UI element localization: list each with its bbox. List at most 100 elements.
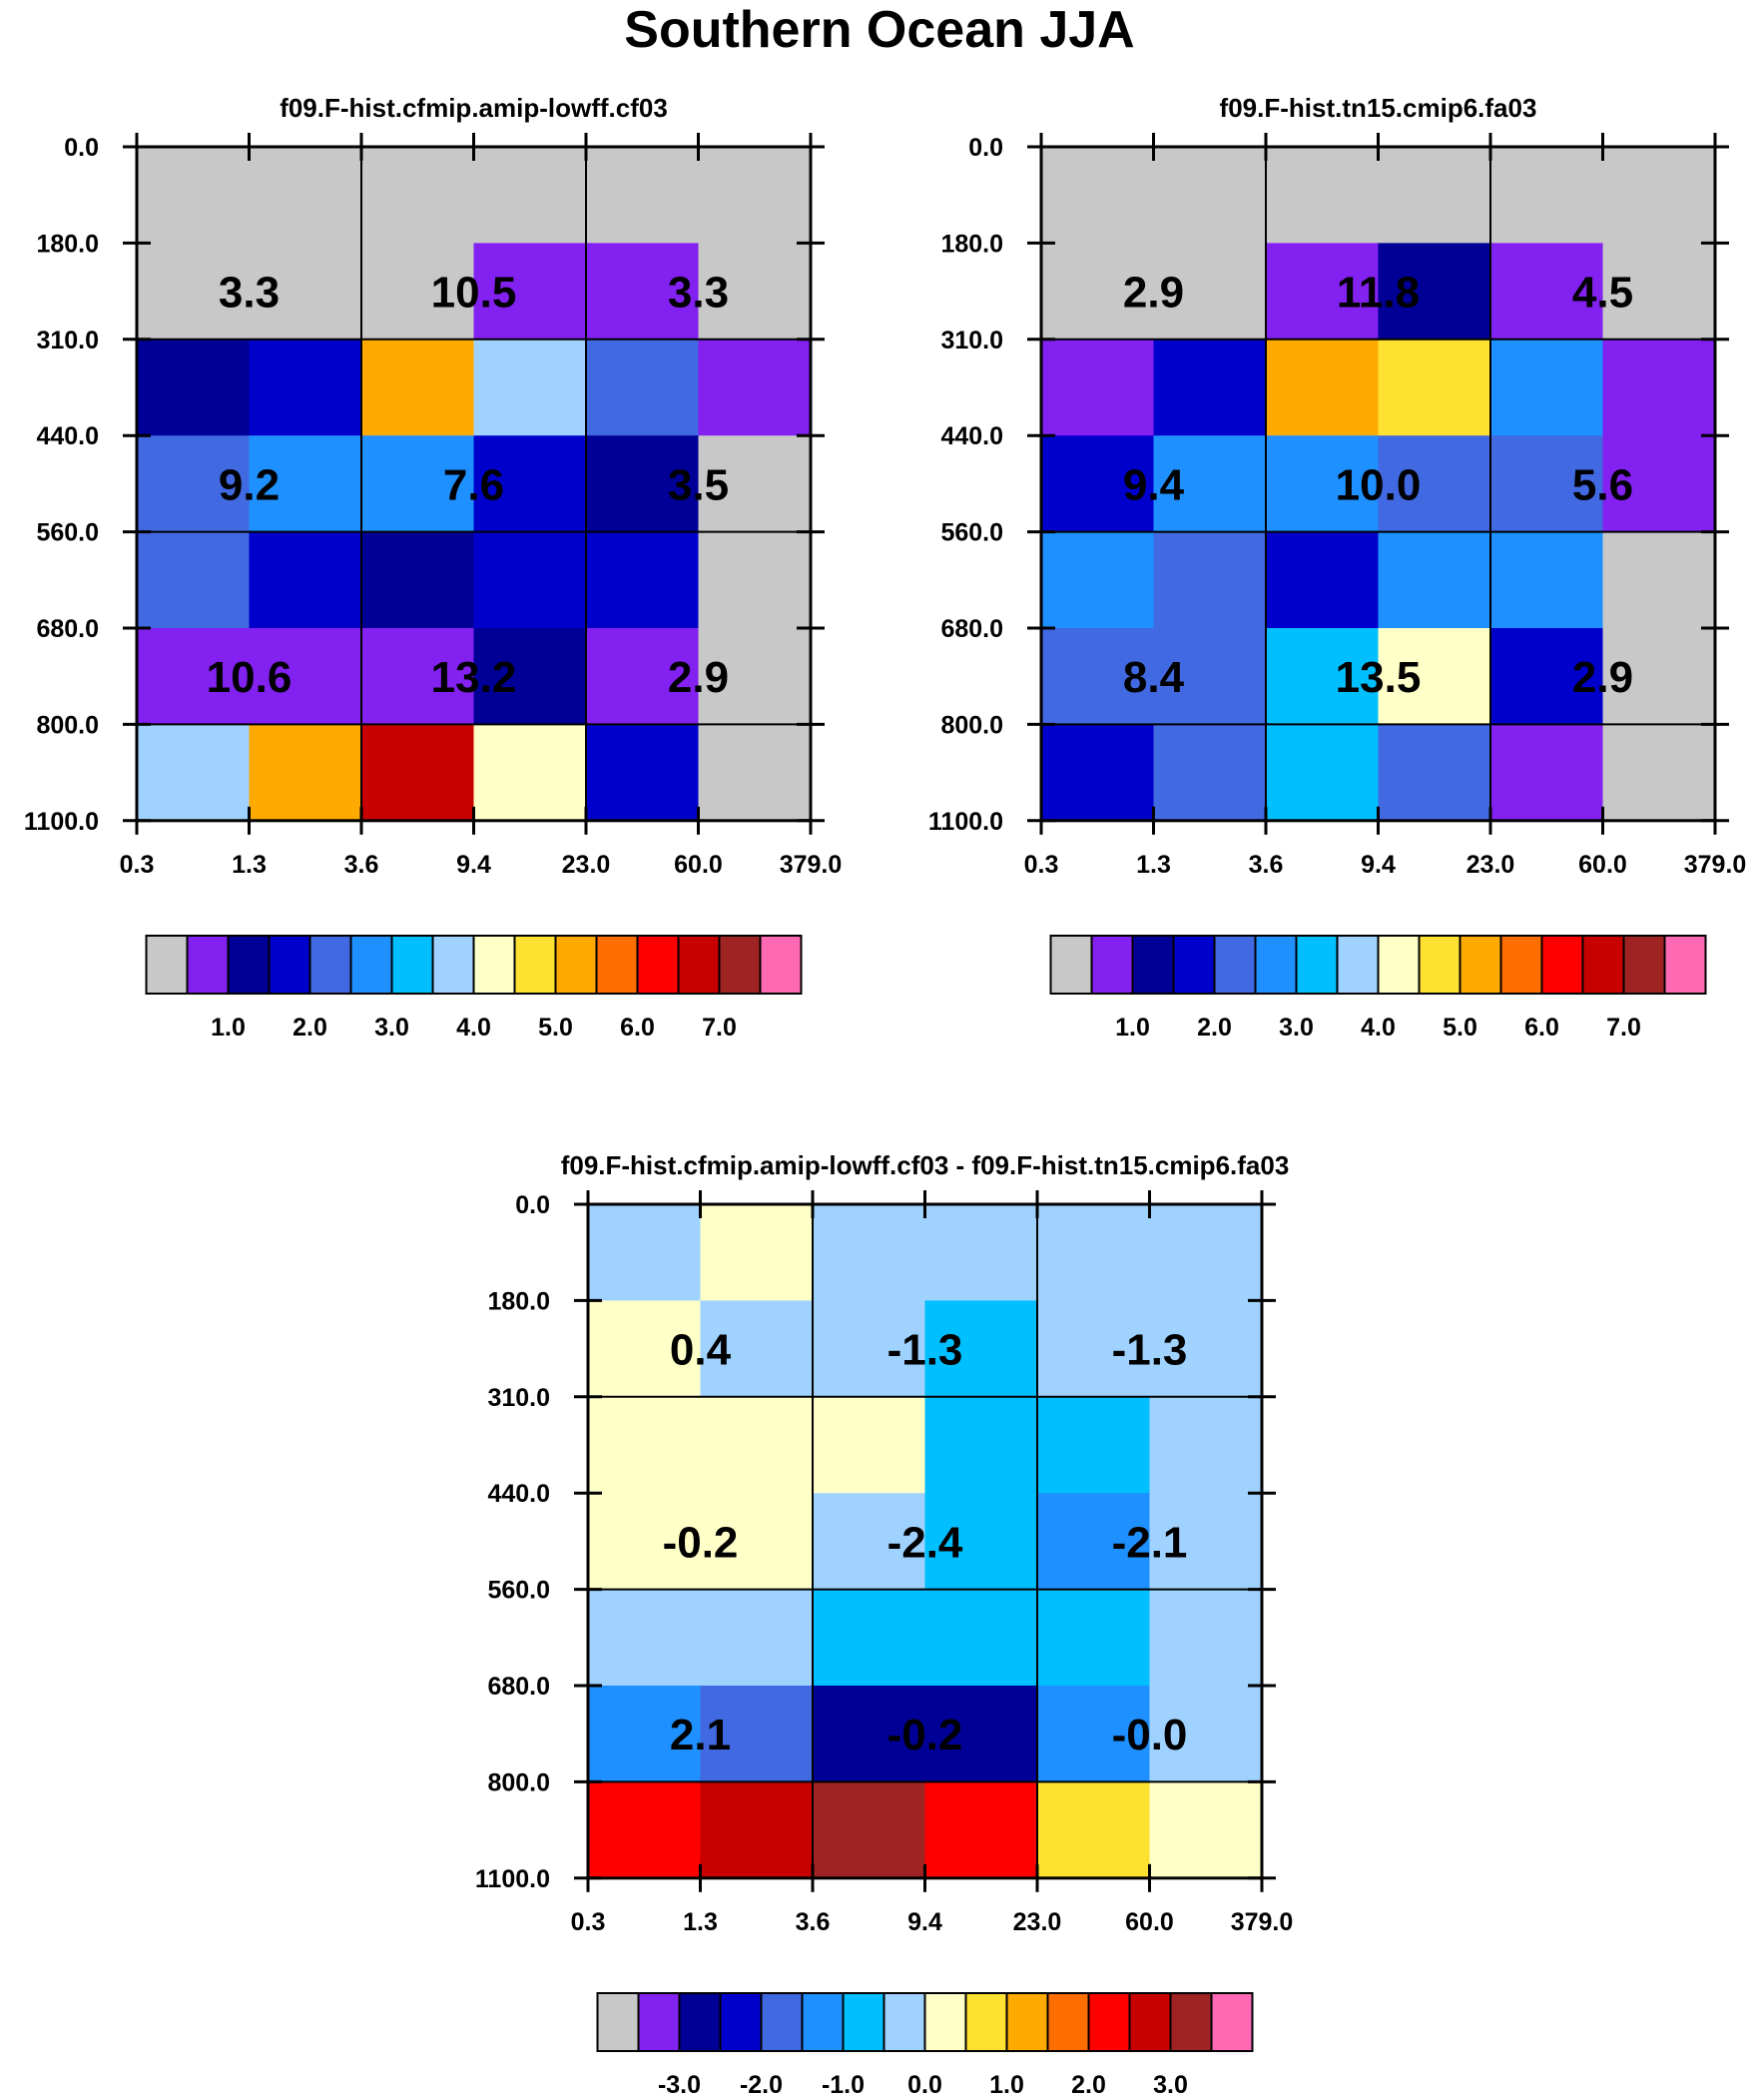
heatmap-cell — [1153, 724, 1267, 822]
panel-difference: f09.F-hist.cfmip.amip-lowff.cf03 - f09.F… — [475, 1150, 1293, 2099]
heatmap-cell — [588, 1781, 702, 1879]
colorbar-label: 4.0 — [1361, 1014, 1396, 1042]
box-value-label: 11.8 — [1337, 269, 1420, 318]
heatmap-cell — [249, 531, 362, 629]
colorbar-label: 6.0 — [1524, 1014, 1559, 1042]
heatmap-cell — [473, 628, 587, 725]
colorbar-swatch — [554, 935, 598, 995]
x-tick-label: 9.4 — [456, 851, 491, 879]
heatmap-cell — [1041, 724, 1155, 822]
heatmap-cell — [588, 1204, 702, 1301]
y-tick-label: 0.0 — [968, 134, 1003, 162]
x-tick-label: 60.0 — [1125, 1908, 1174, 1936]
heatmap-cell — [924, 1781, 1038, 1879]
colorbar-swatch — [964, 1992, 1008, 2052]
heatmap-cell — [813, 1300, 926, 1398]
colorbar-swatch — [1663, 935, 1707, 995]
heatmap-cell — [1149, 1589, 1263, 1687]
colorbar-swatch — [678, 1992, 722, 2052]
box-value-label: 13.5 — [1336, 653, 1422, 702]
heatmap-cell — [249, 435, 362, 533]
panel-top-right: f09.F-hist.tn15.cmip6.fa03 0.0 180.0 310.0 4… — [928, 93, 1746, 1042]
colorbar-swatch — [1210, 1992, 1254, 2052]
y-tick-label: 1100.0 — [24, 808, 99, 836]
heatmap-cell — [1149, 1396, 1263, 1494]
colorbar-label: 2.0 — [1071, 2071, 1106, 2099]
heatmap-cell — [1153, 628, 1267, 725]
box-value-label: 9.4 — [1123, 460, 1185, 509]
heatmap-cell — [1602, 339, 1716, 436]
colorbar-swatch — [472, 935, 516, 995]
heatmap-cell — [1266, 243, 1380, 341]
heatmap-cell — [1041, 147, 1155, 244]
colorbar-label: 1.0 — [211, 1014, 246, 1042]
heatmap-cell — [1266, 339, 1380, 436]
heatmap-cell — [924, 1396, 1038, 1494]
heatmap-cell — [924, 1589, 1038, 1687]
heatmap-cell — [924, 1493, 1038, 1591]
colorbar-swatch — [1295, 935, 1339, 995]
colorbar-swatch — [1254, 935, 1298, 995]
heatmap-cell — [698, 243, 812, 341]
heatmap-cell — [473, 147, 587, 244]
heatmap-cell — [1266, 628, 1380, 725]
box-value-label: 4.5 — [1572, 269, 1633, 318]
heatmap-cell — [698, 531, 812, 629]
box-value-label: -0.0 — [1112, 1711, 1188, 1759]
y-tick-label: 310.0 — [940, 327, 1003, 354]
heatmap-cell — [588, 1589, 702, 1687]
heatmap-cell — [137, 724, 251, 822]
heatmap-cell — [137, 339, 251, 436]
heatmap-cell — [1041, 339, 1155, 436]
colorbar-swatch — [760, 1992, 804, 2052]
heatmap-cell — [1037, 1204, 1151, 1301]
heatmap-cell — [1490, 435, 1604, 533]
heatmap-cell — [813, 1396, 926, 1494]
colorbar-swatch — [390, 935, 434, 995]
x-tick-label: 379.0 — [780, 851, 843, 879]
heatmap-cell — [1149, 1493, 1263, 1591]
colorbar-swatch — [145, 935, 189, 995]
box-value-label: 10.5 — [431, 269, 517, 318]
colorbar-swatch — [513, 935, 557, 995]
heatmap-cell — [137, 243, 251, 341]
heatmap-cell — [1266, 147, 1380, 244]
figure-title: Southern Ocean JJA — [624, 1, 1134, 59]
panel-title: f09.F-hist.tn15.cmip6.fa03 — [1220, 93, 1537, 123]
panel-top-left: f09.F-hist.cfmip.amip-lowff.cf03 0.0 180.0… — [24, 93, 842, 1042]
y-tick-label: 1100.0 — [475, 1865, 550, 1893]
heatmap-cell — [1602, 531, 1716, 629]
panel-title: f09.F-hist.cfmip.amip-lowff.cf03 — [280, 93, 668, 123]
heatmap-cell — [1037, 1493, 1151, 1591]
colorbar-swatch — [1336, 935, 1380, 995]
heatmap-cell — [924, 1686, 1038, 1782]
box-value-label: 3.3 — [219, 269, 280, 318]
x-tick-label: 1.3 — [232, 851, 267, 879]
colorbar-swatch — [1049, 935, 1093, 995]
heatmap-cell — [588, 1493, 702, 1591]
heatmap-cell — [1037, 1589, 1151, 1687]
heatmap-cell — [588, 1396, 702, 1494]
x-tick-label: 60.0 — [674, 851, 723, 879]
heatmap-cell — [1149, 1204, 1263, 1301]
x-tick-label: 23.0 — [1013, 1908, 1062, 1936]
heatmap-cell — [698, 435, 812, 533]
heatmap-cell — [473, 531, 587, 629]
colorbar-swatch — [1046, 1992, 1090, 2052]
heatmap-cell — [249, 628, 362, 725]
colorbar-swatch — [759, 935, 803, 995]
heatmap-cell — [1378, 339, 1491, 436]
heatmap-cell — [1266, 435, 1380, 533]
x-tick-label: 60.0 — [1578, 851, 1627, 879]
colorbar-swatch — [1581, 935, 1625, 995]
y-tick-label: 560.0 — [940, 519, 1003, 547]
colorbar-label: -3.0 — [658, 2071, 701, 2099]
heatmap-cell — [1602, 628, 1716, 725]
heatmap-cell — [1037, 1686, 1151, 1782]
heatmap-cell — [137, 531, 251, 629]
colorbar-label: 7.0 — [702, 1014, 737, 1042]
heatmap-cell — [924, 1300, 1038, 1398]
heatmap-cell — [361, 531, 475, 629]
colorbar-swatch — [1418, 935, 1462, 995]
colorbar-swatch — [431, 935, 475, 995]
